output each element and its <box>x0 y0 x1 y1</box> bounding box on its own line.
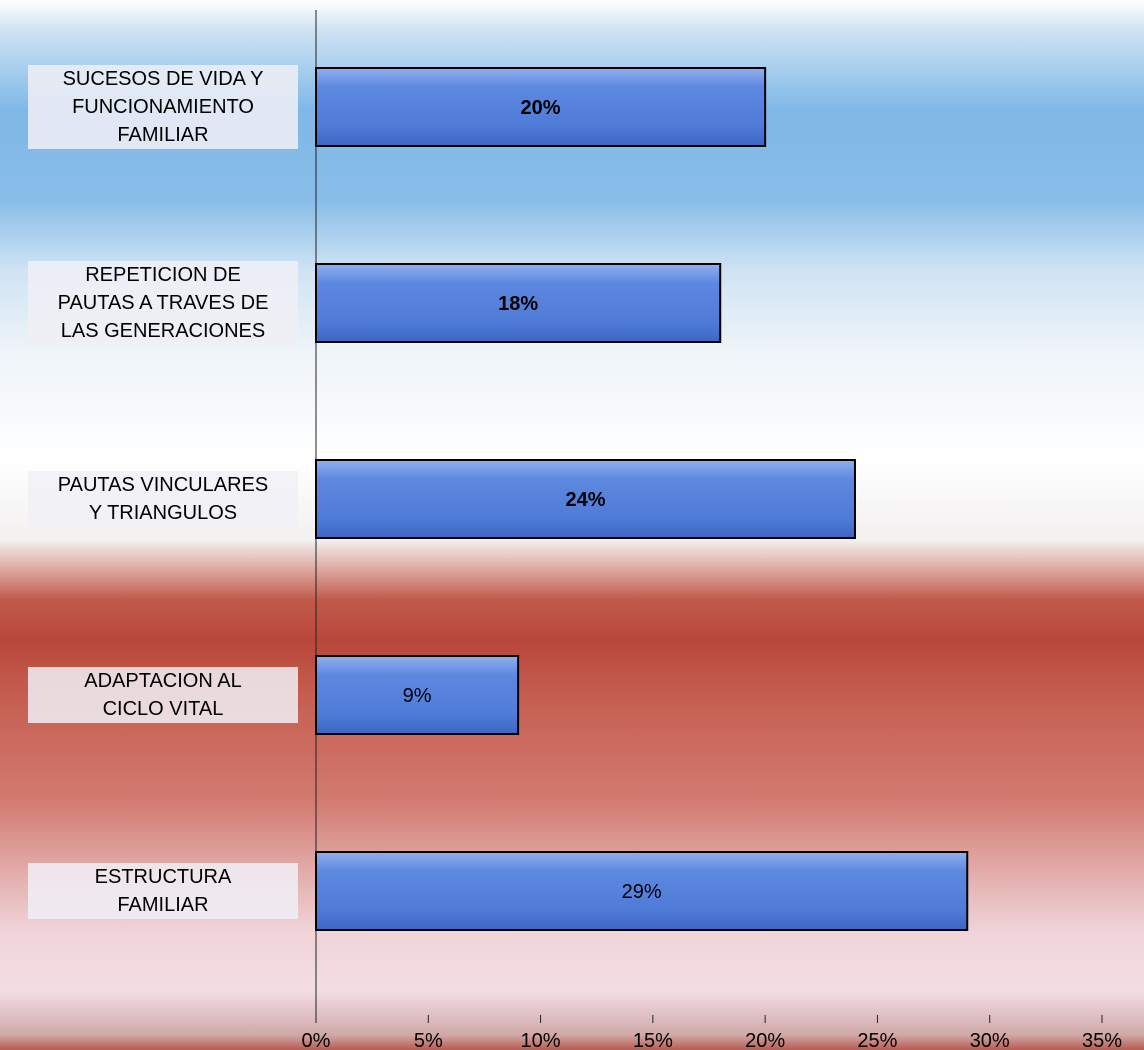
data-label-3: 9% <box>403 685 432 707</box>
x-tick-label-7: 35% <box>1082 1030 1122 1050</box>
x-tick-label-6: 30% <box>970 1030 1010 1050</box>
bar-0 <box>315 67 767 147</box>
x-tick-label-3: 15% <box>633 1030 673 1050</box>
category-label-2: PAUTAS VINCULARES Y TRIANGULOS <box>28 471 298 527</box>
x-tick-label-2: 10% <box>521 1030 561 1050</box>
data-label-2: 24% <box>565 489 605 511</box>
data-label-1: 18% <box>498 293 538 315</box>
bar-3 <box>315 655 520 735</box>
x-tick-label-1: 5% <box>414 1030 443 1050</box>
bar-2 <box>315 459 856 539</box>
bar-1 <box>315 263 722 343</box>
x-tick-label-0: 0% <box>302 1030 331 1050</box>
x-tick-label-4: 20% <box>745 1030 785 1050</box>
category-label-4: ESTRUCTURA FAMILIAR <box>28 863 298 919</box>
data-label-0: 20% <box>521 97 561 119</box>
data-label-4: 29% <box>622 881 662 903</box>
x-tick-label-5: 25% <box>857 1030 897 1050</box>
category-label-1: REPETICION DE PAUTAS A TRAVES DE LAS GEN… <box>28 261 298 345</box>
category-label-3: ADAPTACION AL CICLO VITAL <box>28 667 298 723</box>
bar-4 <box>315 851 969 931</box>
category-label-0: SUCESOS DE VIDA Y FUNCIONAMIENTO FAMILIA… <box>28 65 298 149</box>
